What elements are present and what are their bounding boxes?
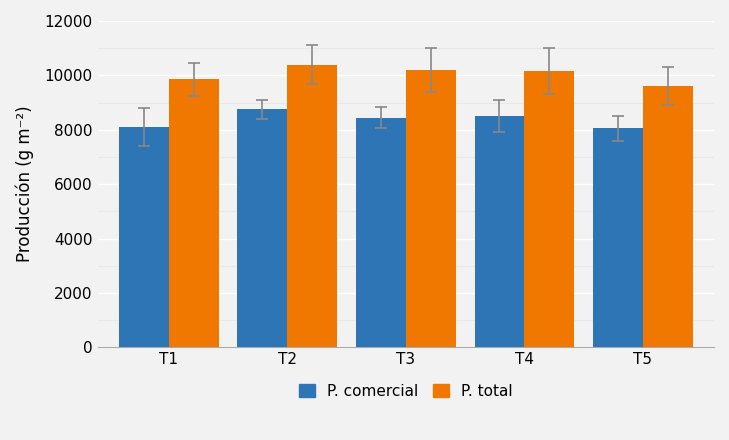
Bar bbox=[238, 110, 287, 347]
Bar bbox=[475, 116, 524, 347]
Y-axis label: Producción (g m⁻²): Producción (g m⁻²) bbox=[15, 106, 34, 262]
Bar bbox=[119, 127, 168, 347]
Bar bbox=[593, 128, 643, 347]
Legend: P. comercial, P. total: P. comercial, P. total bbox=[293, 378, 518, 405]
Bar bbox=[287, 65, 337, 347]
Bar bbox=[406, 70, 456, 347]
Bar bbox=[524, 71, 574, 347]
Bar bbox=[643, 86, 693, 347]
Bar bbox=[168, 80, 219, 347]
Bar bbox=[356, 117, 406, 347]
